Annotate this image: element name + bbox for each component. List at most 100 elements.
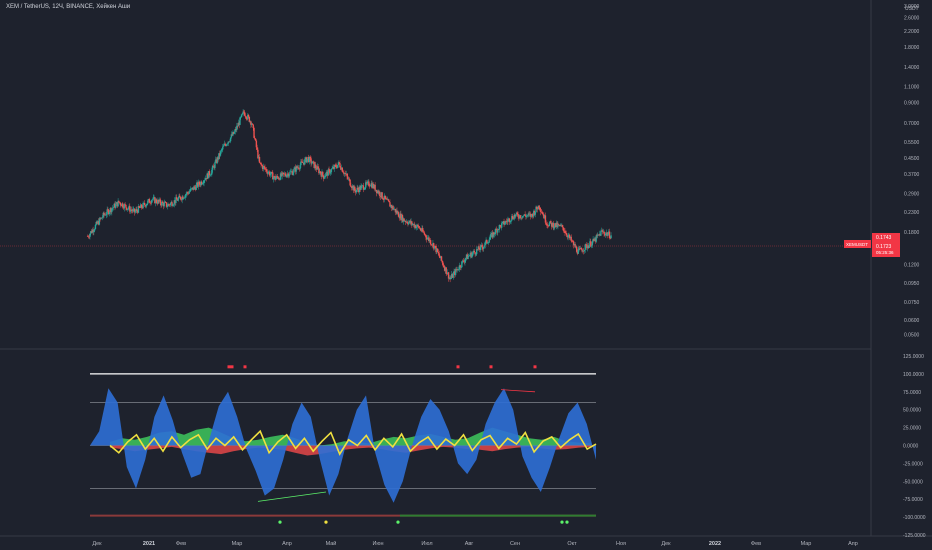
candle-body	[462, 260, 465, 262]
candle-body	[599, 233, 601, 236]
time-tick-label: Апр	[848, 541, 858, 547]
candle-body	[546, 224, 548, 226]
oscillator-axis[interactable]: 125.0000 100.0000 75.0000 50.0000 25.0000 0.0…	[903, 354, 926, 539]
candle-body	[420, 230, 422, 231]
candle-body	[528, 213, 530, 215]
candle-body	[186, 192, 189, 193]
price-tick-label: 0.2300	[904, 210, 920, 216]
candle-body	[518, 217, 520, 219]
candle-body	[143, 202, 145, 204]
candle-body	[120, 204, 122, 207]
candle-body	[540, 209, 542, 212]
candle-body	[134, 211, 136, 213]
candle-body	[522, 215, 525, 217]
candle-body	[219, 151, 222, 156]
candle-body	[306, 158, 308, 163]
candle-body	[485, 239, 487, 242]
candle-body	[90, 231, 92, 234]
candle-body	[461, 260, 464, 262]
candle-body	[584, 244, 586, 250]
candle-body	[95, 221, 97, 225]
time-tick-label: Дек	[92, 541, 102, 547]
candle-body	[508, 218, 511, 223]
candle-body	[318, 171, 321, 174]
candle-body	[520, 217, 522, 219]
candle-body	[208, 171, 210, 179]
candle-body	[183, 197, 186, 199]
candle-body	[149, 202, 151, 204]
candle-body	[439, 256, 441, 259]
candle-body	[429, 240, 431, 242]
candle-body	[416, 224, 419, 227]
oscillator-pane	[90, 365, 597, 524]
price-badge[interactable]: 0.1743 0.1723 05:25:36 XEMUSDT	[844, 233, 900, 257]
candle-body	[515, 214, 517, 217]
candle-body	[282, 172, 284, 174]
candle-body	[362, 185, 365, 190]
candle-body	[207, 173, 209, 179]
candle-body	[518, 215, 521, 219]
candle-body	[454, 269, 457, 276]
price-axis[interactable]: 3.0000 2.6000 2.2000 1.8000 1.4000 1.1000 0.90…	[904, 4, 920, 339]
candle-body	[291, 171, 294, 175]
osc-tick-label: -50.0000	[903, 479, 923, 485]
candle-body	[268, 171, 270, 173]
candle-body	[232, 131, 234, 136]
price-tick-label: 0.0600	[904, 318, 920, 324]
candle-body	[577, 249, 579, 254]
candle-body	[347, 178, 350, 180]
candle-body	[324, 176, 326, 178]
candle-body	[608, 231, 611, 238]
time-axis[interactable]: Дек 2021 Фев Мар Апр Май Июн Июл Авг Сен Окт Ноя Дек…	[92, 540, 857, 547]
candle-body	[476, 249, 479, 250]
candle-body	[433, 243, 435, 249]
candle-body	[133, 208, 136, 213]
candle-body	[534, 212, 536, 215]
candle-body	[565, 233, 568, 236]
candle-body	[209, 175, 211, 176]
candle-body	[226, 143, 229, 145]
candle-body	[517, 214, 519, 218]
yellow-line-series	[109, 429, 597, 456]
candle-body	[155, 199, 158, 203]
candle-body	[593, 238, 596, 241]
candle-body	[325, 173, 327, 177]
candle-body	[286, 173, 289, 175]
candle-body	[393, 209, 395, 210]
signal-dot	[565, 520, 569, 524]
time-tick-label: Мар	[801, 541, 812, 547]
candle-body	[215, 159, 217, 163]
candle-body	[252, 124, 254, 128]
candle-body	[125, 207, 128, 210]
candle-body	[422, 228, 424, 232]
candle-body	[200, 181, 203, 185]
candle-body	[119, 202, 122, 205]
candle-body	[125, 204, 127, 208]
candle-body	[595, 235, 597, 242]
candle-body	[292, 172, 294, 175]
candle-body	[256, 147, 258, 150]
candle-body	[365, 182, 367, 188]
candle-body	[540, 211, 543, 213]
candle-body	[233, 131, 236, 134]
price-tick-label: 1.8000	[904, 45, 920, 51]
candle-body	[523, 214, 526, 216]
candle-body	[351, 185, 354, 188]
candle-body	[447, 272, 450, 279]
candle-body	[428, 237, 430, 242]
candle-body	[89, 233, 91, 238]
candle-body	[600, 230, 603, 232]
candle-body	[102, 212, 104, 218]
candle-body	[531, 213, 533, 215]
candle-body	[345, 173, 347, 175]
candle-body	[357, 187, 359, 190]
candle-body	[604, 233, 606, 236]
candle-body	[245, 116, 247, 119]
candle-body	[247, 114, 250, 117]
time-tick-label: Ноя	[616, 541, 626, 547]
candle-body	[543, 214, 545, 219]
candle-body	[516, 212, 519, 215]
candle-body	[383, 195, 386, 200]
